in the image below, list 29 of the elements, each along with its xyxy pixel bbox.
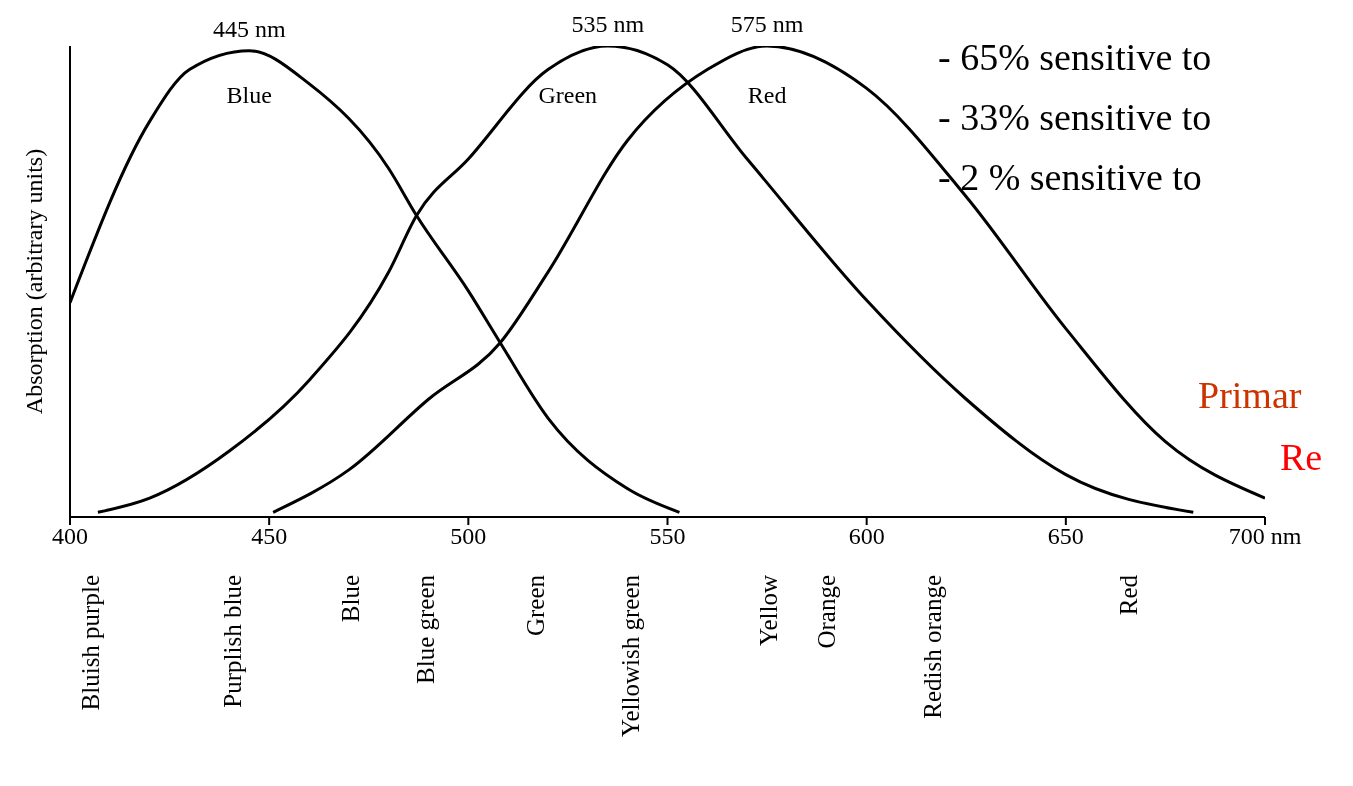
text: Blue xyxy=(337,575,364,623)
text: Orange xyxy=(813,575,840,649)
x-tick-label: 700 nm xyxy=(1228,523,1302,550)
y-axis-title: Absorption (arbitrary units) xyxy=(21,148,47,415)
annotation: 575 nm xyxy=(730,11,804,37)
annotation: - 65% sensitive to xyxy=(938,36,1212,78)
x-tick-label: 400 xyxy=(52,523,88,550)
text: Yellow xyxy=(755,575,782,647)
x-tick-label: 450 xyxy=(251,523,288,550)
text: Redish orange xyxy=(919,575,946,719)
series-label: Green xyxy=(538,81,598,108)
series-label: Blue xyxy=(226,81,272,108)
text: Re xyxy=(1280,436,1323,478)
text: Green xyxy=(522,574,549,637)
text: Bluish purple xyxy=(77,575,104,711)
annotation: Primar xyxy=(1198,374,1302,416)
annotation: 535 nm xyxy=(571,11,645,37)
text: Yellowish green xyxy=(617,574,644,738)
x-tick-label: 650 xyxy=(1047,523,1084,550)
text: Blue green xyxy=(412,574,439,684)
series-label: Red xyxy=(747,81,787,108)
x-tick-label: 600 xyxy=(848,523,885,550)
text: Red xyxy=(1115,574,1142,616)
annotation: 445 nm xyxy=(212,15,286,42)
annotation: - 33% sensitive to xyxy=(938,96,1212,138)
text: Purplish blue xyxy=(219,575,246,708)
annotation: - 2 % sensitive to xyxy=(938,156,1202,198)
x-tick-label: 500 xyxy=(450,523,487,550)
x-tick-label: 550 xyxy=(649,523,686,550)
